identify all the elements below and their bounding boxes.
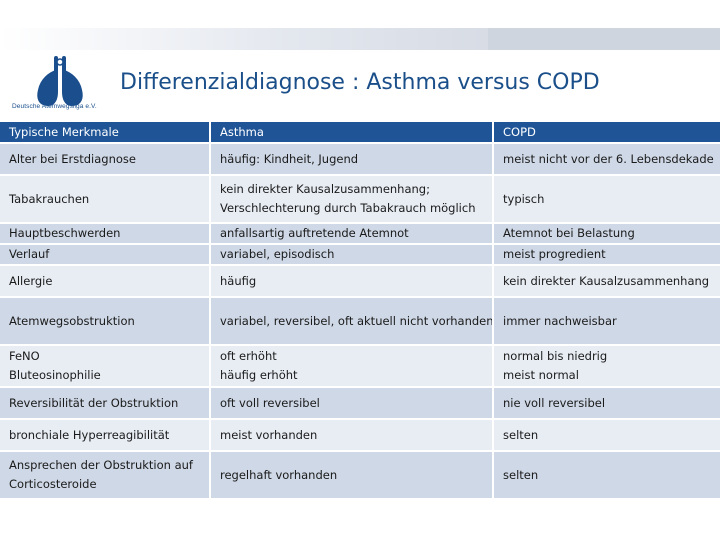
slide-title: Differenzialdiagnose : Asthma versus COP… [120,70,600,95]
feature-cell: FeNO Bluteosinophilie [0,345,210,388]
asthma-cell: variabel, reversibel, oft aktuell nicht … [209,297,493,346]
asthma-cell: oft voll reversibel [209,387,493,420]
table-row: Allergie häufig kein direkter Kausalzusa… [0,265,720,298]
table-row: Alter bei Erstdiagnose häufig: Kindheit,… [0,143,720,176]
feature-cell-line: FeNO [9,349,40,363]
feature-cell: Ansprechen der Obstruktion auf Corticost… [0,451,210,500]
asthma-cell-line: oft erhöht [220,349,277,363]
asthma-cell-line: Verschlechterung durch Tabakrauch möglic… [220,201,476,215]
copd-cell: nie voll reversibel [492,387,720,420]
logo-text: Deutsche Atemwegsliga e.V. [12,103,97,110]
feature-cell: Verlauf [0,244,210,266]
feature-cell: Hauptbeschwerden [0,223,210,245]
feature-cell-line: Bluteosinophilie [9,368,101,382]
header-cell-features: Typische Merkmale [0,122,210,144]
copd-cell: Atemnot bei Belastung [492,223,720,245]
feature-cell: bronchiale Hyperreagibilität [0,419,210,452]
table-header-row: Typische Merkmale Asthma COPD [0,122,720,144]
copd-cell: selten [492,419,720,452]
asthma-cell: häufig: Kindheit, Jugend [209,143,493,176]
copd-cell: immer nachweisbar [492,297,720,346]
table-row: FeNO Bluteosinophilie oft erhöht häufig … [0,345,720,388]
table-row: bronchiale Hyperreagibilität meist vorha… [0,419,720,452]
asthma-cell: variabel, episodisch [209,244,493,266]
table-row: Reversibilität der Obstruktion oft voll … [0,387,720,420]
table-row: Atemwegsobstruktion variabel, reversibel… [0,297,720,346]
asthma-cell: häufig [209,265,493,298]
asthma-cell: meist vorhanden [209,419,493,452]
header-band-right [488,28,720,50]
copd-cell-line: normal bis niedrig [503,349,608,363]
asthma-cell-line: kein direkter Kausalzusammenhang; [220,182,430,196]
header-cell-asthma: Asthma [209,122,493,144]
asthma-cell: regelhaft vorhanden [209,451,493,500]
feature-cell: Alter bei Erstdiagnose [0,143,210,176]
header-band-left [0,28,488,50]
feature-cell: Reversibilität der Obstruktion [0,387,210,420]
table-row: Ansprechen der Obstruktion auf Corticost… [0,451,720,500]
feature-cell: Atemwegsobstruktion [0,297,210,346]
table-row: Verlauf variabel, episodisch meist progr… [0,244,720,266]
asthma-cell: anfallsartig auftretende Atemnot [209,223,493,245]
table-row: Tabakrauchen kein direkter Kausalzusamme… [0,175,720,224]
copd-cell: selten [492,451,720,500]
feature-cell: Allergie [0,265,210,298]
comparison-table: Typische Merkmale Asthma COPD Alter bei … [0,122,720,500]
table-row: Hauptbeschwerden anfallsartig auftretend… [0,223,720,245]
asthma-cell: kein direkter Kausalzusammenhang; Versch… [209,175,493,224]
asthma-cell: oft erhöht häufig erhöht [209,345,493,388]
copd-cell: meist progredient [492,244,720,266]
atemwegsliga-logo-icon [37,56,83,107]
asthma-cell-line: häufig erhöht [220,368,298,382]
copd-cell: meist nicht vor der 6. Lebensdekade [492,143,720,176]
feature-cell: Tabakrauchen [0,175,210,224]
copd-cell: typisch [492,175,720,224]
feature-cell-line: Ansprechen der Obstruktion auf [9,458,193,472]
header-cell-copd: COPD [492,122,720,144]
copd-cell: kein direkter Kausalzusammenhang [492,265,720,298]
feature-cell-line: Corticosteroide [9,477,97,491]
copd-cell: normal bis niedrig meist normal [492,345,720,388]
copd-cell-line: meist normal [503,368,579,382]
